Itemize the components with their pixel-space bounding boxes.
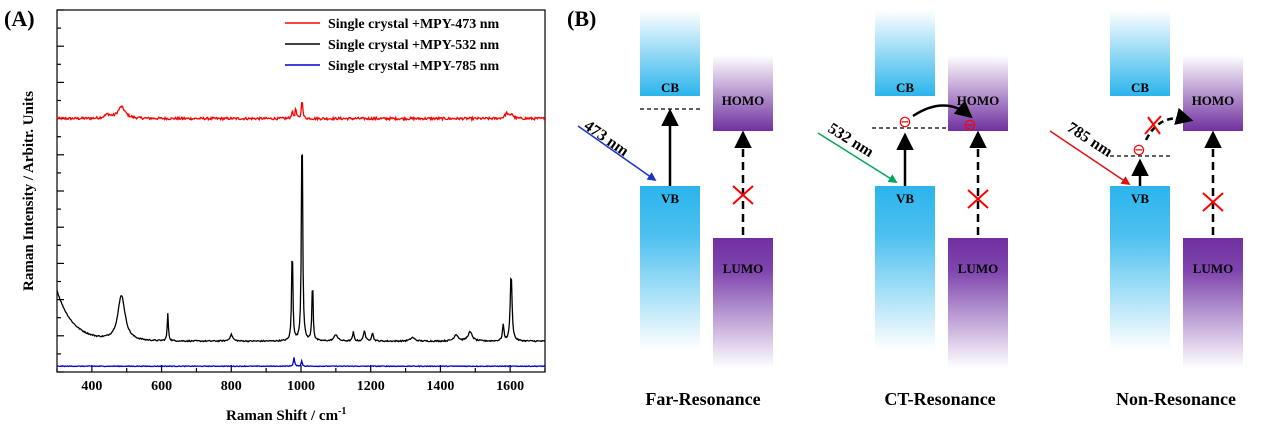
vb-label: VB xyxy=(1131,191,1149,206)
vb-label: VB xyxy=(896,191,914,206)
series-line-785 xyxy=(57,357,546,368)
electron-icon: ⊖ xyxy=(1132,140,1145,159)
forbidden-cross xyxy=(1202,192,1224,212)
x-tick-label: 1600 xyxy=(496,379,524,394)
lumo-label: LUMO xyxy=(958,261,998,276)
x-tick-label: 1400 xyxy=(426,379,454,394)
x-axis-title-text: Raman Shift / cm xyxy=(226,408,339,424)
far-resonance-diagram: CB VB HOMO LUMO 473 nm Far-Resonance xyxy=(577,10,773,409)
vb-label: VB xyxy=(661,191,679,206)
cb-label: CB xyxy=(661,80,679,95)
caption-ct-resonance: CT-Resonance xyxy=(884,389,995,409)
forbidden-cross xyxy=(732,185,754,205)
homo-label: HOMO xyxy=(1192,93,1235,108)
panel-b-label: (B) xyxy=(567,6,596,31)
homo-label: HOMO xyxy=(722,93,765,108)
homo-band xyxy=(713,55,773,131)
non-resonance-diagram: CB VB HOMO LUMO ⊖ 785 nm Non-Resonance xyxy=(1049,10,1243,409)
electron-icon: ⊖ xyxy=(898,112,911,131)
laser-532-arrow xyxy=(817,132,898,183)
vb-band xyxy=(1110,186,1170,350)
x-axis-title: Raman Shift / cm-1 xyxy=(226,406,346,424)
cb-label: CB xyxy=(1131,80,1149,95)
lumo-band xyxy=(713,238,773,368)
laser-473-label: 473 nm xyxy=(581,117,632,160)
legend-label-473: Single crystal +MPY-473 nm xyxy=(328,17,500,32)
panel-a-label: (A) xyxy=(4,6,35,31)
laser-785-label: 785 nm xyxy=(1064,119,1116,161)
legend-label-785: Single crystal +MPY-785 nm xyxy=(328,59,500,74)
cb-label: CB xyxy=(896,80,914,95)
y-axis-title: Raman Intensity / Arbitr. Units xyxy=(21,91,37,291)
laser-785-arrow xyxy=(1049,130,1131,186)
lumo-band xyxy=(948,238,1008,368)
vb-band xyxy=(875,186,935,350)
forbidden-cross xyxy=(1144,115,1162,135)
cb-band xyxy=(1110,10,1170,96)
x-axis-title-superscript: -1 xyxy=(338,406,346,417)
series-line-532 xyxy=(56,154,546,343)
x-tick-label: 600 xyxy=(151,379,172,394)
chart-a: 400 600 800 1000 1200 1400 1600 Single crystal… xyxy=(21,9,546,424)
caption-non-resonance: Non-Resonance xyxy=(1116,389,1236,409)
legend-label-532: Single crystal +MPY-532 nm xyxy=(328,38,500,53)
blocked-transfer-arrow xyxy=(1144,107,1194,141)
x-tick-label: 1200 xyxy=(357,379,385,394)
series-lines xyxy=(56,101,546,368)
x-tick-label: 1000 xyxy=(287,379,315,394)
forbidden-cross xyxy=(967,189,989,209)
legend: Single crystal +MPY-473 nm Single crysta… xyxy=(285,17,500,74)
vb-band xyxy=(640,186,700,350)
y-ticks xyxy=(57,9,64,373)
series-line-473 xyxy=(56,101,545,123)
lumo-label: LUMO xyxy=(723,261,763,276)
lumo-label: LUMO xyxy=(1193,261,1233,276)
laser-532-label: 532 nm xyxy=(825,120,877,161)
x-ticks: 400 600 800 1000 1200 1400 1600 xyxy=(56,365,546,394)
cb-band xyxy=(875,10,935,96)
cb-band xyxy=(640,10,700,96)
lumo-band xyxy=(1183,238,1243,368)
homo-label: HOMO xyxy=(957,93,1000,108)
charge-transfer-arrow xyxy=(912,100,973,119)
laser-473-arrow xyxy=(577,125,657,182)
x-tick-label: 800 xyxy=(221,379,242,394)
caption-far-resonance: Far-Resonance xyxy=(645,389,760,409)
homo-band xyxy=(948,55,1008,131)
ct-resonance-diagram: CB VB HOMO LUMO ⊖ ⊖ 532 nm CT-Resonance xyxy=(817,10,1008,409)
electron-icon: ⊖ xyxy=(963,115,976,134)
x-tick-label: 400 xyxy=(81,379,102,394)
